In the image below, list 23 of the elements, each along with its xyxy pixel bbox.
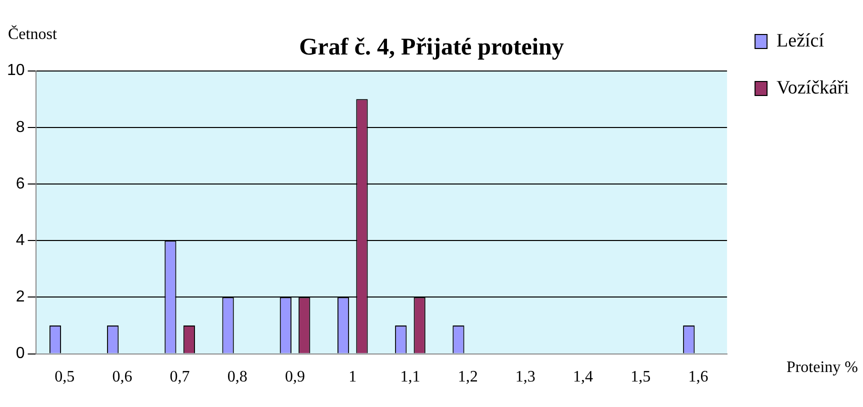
y-tick-label: 0 — [16, 345, 25, 362]
x-tick-label: 0,5 — [54, 368, 75, 386]
x-tick-label: 1,3 — [515, 368, 536, 386]
x-axis-title: Proteiny % — [786, 359, 858, 376]
chart-title: Graf č. 4, Přijaté proteiny — [299, 34, 564, 61]
x-tick-label: 1,1 — [400, 368, 420, 386]
y-tick-label: 4 — [16, 232, 25, 250]
x-tick-label: 1,6 — [688, 368, 708, 386]
x-tick-label: 0,9 — [285, 368, 306, 386]
x-tick-label: 0,7 — [170, 368, 190, 386]
y-tick-label: 10 — [7, 62, 25, 80]
y-tick-label: 6 — [16, 175, 25, 192]
x-tick-label: 1 — [348, 368, 357, 386]
x-tick-label: 1,2 — [458, 368, 478, 386]
legend-label: Ležící — [776, 30, 825, 52]
x-tick-label: 1,5 — [630, 368, 651, 386]
x-tick-label: 0,6 — [112, 368, 132, 386]
y-tick-label: 8 — [16, 118, 25, 136]
legend-label: Vozíčkáři — [776, 77, 850, 98]
y-axis-title: Četnost — [8, 25, 58, 44]
y-tick-label: 2 — [16, 288, 25, 306]
x-tick-label: 1,4 — [573, 368, 594, 386]
x-tick-label: 0,8 — [227, 368, 248, 386]
